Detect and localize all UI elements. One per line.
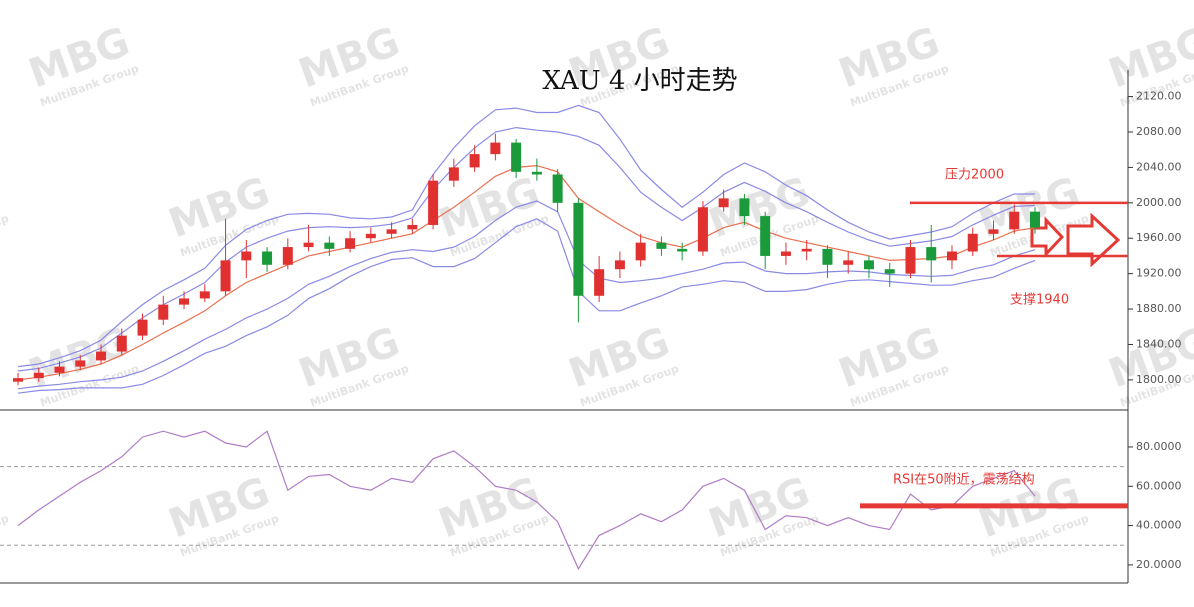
- y-tick-label: 20.0000: [1136, 558, 1182, 571]
- candle-body: [739, 198, 750, 217]
- candle-body: [801, 248, 812, 252]
- candle-body: [137, 319, 148, 336]
- candle-body: [407, 224, 418, 230]
- annotation-text: 支撑1940: [1010, 293, 1069, 308]
- y-tick-label: 2080.00: [1136, 125, 1182, 138]
- y-tick-label: 2040.00: [1136, 160, 1182, 173]
- candle-body: [303, 242, 314, 248]
- candle-body: [1009, 211, 1020, 230]
- candle-body: [116, 335, 127, 352]
- candle-body: [677, 248, 688, 252]
- y-tick-label: 2000.00: [1136, 196, 1182, 209]
- y-tick-label: 1800.00: [1136, 373, 1182, 386]
- candle-body: [428, 180, 439, 225]
- candle-body: [884, 269, 895, 274]
- candle-body: [75, 360, 86, 367]
- candle-body: [760, 216, 771, 256]
- candle-body: [511, 142, 522, 172]
- candle-body: [386, 229, 397, 234]
- candle-body: [241, 251, 252, 261]
- watermark-sub: MultiBank Group: [0, 512, 11, 560]
- candle-body: [697, 207, 708, 252]
- candle-body: [573, 202, 584, 296]
- candle-body: [988, 229, 999, 234]
- y-tick-label: 40.0000: [1136, 519, 1182, 532]
- candle-body: [843, 260, 854, 265]
- candle-body: [345, 238, 356, 249]
- candle-body: [96, 351, 107, 361]
- candle-body: [179, 298, 190, 305]
- candle-body: [552, 174, 563, 203]
- y-tick-label: 1920.00: [1136, 267, 1182, 280]
- candle-body: [946, 251, 957, 261]
- candle-body: [365, 233, 376, 239]
- candle-body: [594, 269, 605, 296]
- series-line: [17, 126, 1036, 372]
- series-line: [17, 104, 1035, 368]
- chart-title: XAU 4 小时走势: [542, 66, 737, 96]
- candle-body: [262, 251, 273, 265]
- candle-body: [967, 233, 978, 252]
- candle-body: [282, 247, 293, 265]
- series-line: [17, 200, 1036, 390]
- series-line: [17, 164, 1036, 381]
- candle-body: [780, 251, 791, 256]
- y-tick-label: 1880.00: [1136, 302, 1182, 315]
- arrow: [1066, 212, 1121, 268]
- watermark-logo: MBG: [0, 169, 6, 247]
- watermark-sub: MultiBank Group: [0, 212, 11, 260]
- candle-body: [199, 291, 210, 299]
- y-tick-label: 2120.00: [1136, 90, 1182, 103]
- series-line: [17, 218, 1036, 394]
- candle-body: [531, 171, 542, 175]
- candle-body: [822, 248, 833, 265]
- candle-body: [926, 247, 937, 261]
- candle-body: [13, 378, 23, 382]
- candle-body: [863, 260, 874, 270]
- arrow: [1030, 216, 1065, 258]
- annotation-text: 压力2000: [945, 168, 1004, 183]
- candle-body: [54, 366, 65, 373]
- y-tick-label: 60.0000: [1136, 479, 1182, 492]
- series-line: [17, 430, 1036, 571]
- candle-body: [324, 242, 335, 249]
- candle-body: [220, 260, 231, 292]
- candle-body: [469, 154, 480, 168]
- watermark-logo: MBG: [0, 469, 6, 547]
- candle-body: [158, 304, 169, 320]
- candle-body: [1030, 211, 1040, 228]
- candle-body: [905, 247, 916, 274]
- candle-body: [490, 142, 501, 155]
- candle-body: [33, 372, 44, 379]
- annotation-text: RSI在50附近，震荡结构: [893, 473, 1035, 488]
- y-tick-label: 80.0000: [1136, 440, 1182, 453]
- candle-body: [656, 242, 667, 249]
- y-tick-label: 1840.00: [1136, 337, 1182, 350]
- candle-body: [448, 167, 459, 181]
- y-tick-label: 1960.00: [1136, 231, 1182, 244]
- candle-body: [635, 242, 646, 261]
- candle-body: [718, 198, 729, 208]
- candle-body: [614, 260, 625, 270]
